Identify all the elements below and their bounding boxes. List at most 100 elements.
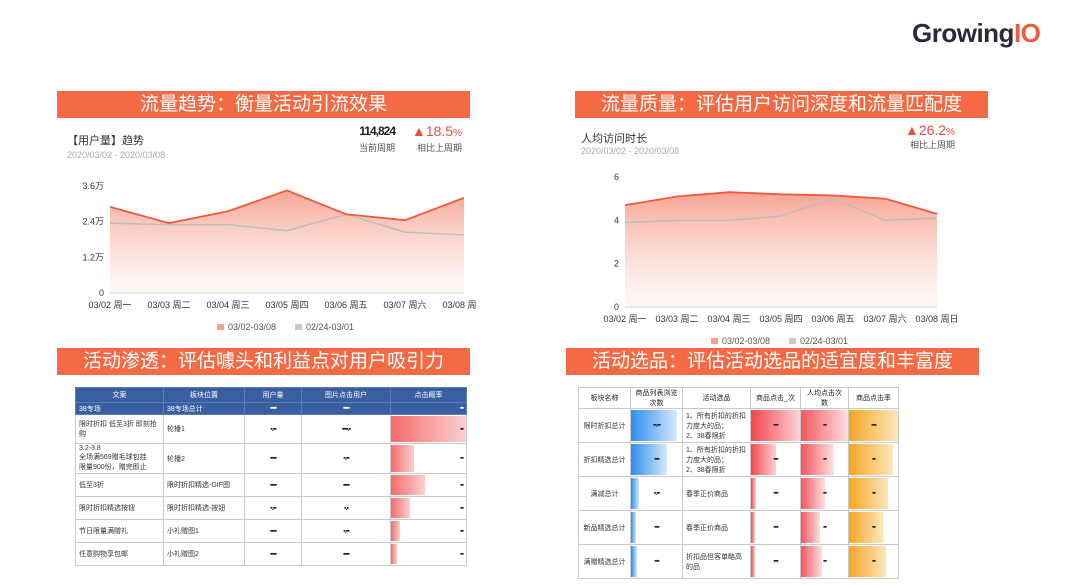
metric-bar bbox=[801, 478, 825, 509]
cell-text: ▪▪ bbox=[460, 455, 464, 462]
click-rate-bar bbox=[391, 521, 400, 541]
cell-selection: 折扣品但客单略高的品 bbox=[682, 544, 751, 579]
x-tick-label: 03/07 周六 bbox=[863, 313, 906, 324]
legend-current-swatch bbox=[217, 324, 224, 330]
cell-text: 轮播2 bbox=[167, 455, 185, 463]
cell-text: 新品精选总计 bbox=[583, 524, 626, 532]
table-row: 3.2-3.8 全场满569赠毛球包挂 限量900份，赠完即止 轮播2 ▪▪▪▪ ▪.… bbox=[75, 443, 467, 474]
metric-bar bbox=[801, 444, 834, 475]
cell-text: 春季正价商品 bbox=[686, 524, 728, 532]
cell-list-views: ▪▪▪ bbox=[630, 510, 683, 545]
th-avg-clicks: 人均点击次数 bbox=[800, 387, 849, 409]
cell-click-rate: ▪▪ bbox=[848, 544, 899, 579]
cell-product-clicks: ▪▪▪ bbox=[750, 510, 801, 545]
penetration-table: 文案 板块位置 用户量 图片点击用户 点击概率 38专场 38专场总计 ▪▪▪▪ ▪▪… bbox=[75, 387, 467, 566]
x-tick-label: 03/08 周日 bbox=[915, 314, 958, 324]
panel1-change-unit: % bbox=[453, 128, 462, 139]
cell-product-clicks: ▪▪▪ bbox=[750, 442, 801, 477]
x-tick-label: 03/03 周二 bbox=[655, 314, 698, 324]
panel1-change: ▲18.5% bbox=[400, 123, 462, 139]
panel2-compare-label: 相比上周期 bbox=[909, 140, 955, 150]
cell-avg-clicks: ▪▪ bbox=[800, 442, 849, 477]
y-tick-label: 2.4万 bbox=[82, 217, 104, 227]
user-trend-chart: 0 1.2万 2.4万 3.6万 03/02 周一 03/03 周二 03/04 周三 03/… bbox=[82, 181, 477, 332]
cell-avg-clicks: ▪▪ bbox=[800, 544, 849, 579]
legend-previous-label: 02/24-03/01 bbox=[306, 322, 354, 332]
cell-position: 小礼赠图2 bbox=[163, 542, 245, 566]
logo-accent: IO bbox=[1013, 18, 1041, 48]
cell-text: ▪▪ bbox=[460, 425, 464, 433]
cell-text: ▪▪▪ bbox=[773, 490, 779, 497]
metric-bar bbox=[751, 410, 800, 441]
cell-click-rate: ▪▪▪ bbox=[848, 408, 899, 443]
cell-position: 限时折扣精选-按钮 bbox=[163, 496, 245, 520]
panel1-title: 【用户量】趋势 bbox=[67, 135, 144, 147]
cell-selection: 1、所有折扣的折扣力度大的品； 2、38春限折 bbox=[682, 408, 751, 443]
y-tick-label: 0 bbox=[99, 288, 104, 298]
metric-bar bbox=[849, 410, 898, 441]
cell-avg-clicks: ▪▪ bbox=[800, 408, 849, 443]
y-tick-label: 4 bbox=[614, 215, 619, 225]
cell-text: 38专场 bbox=[79, 405, 101, 413]
panel1-current-label: 当前周期 bbox=[358, 143, 395, 153]
cell-text: ▪▪▪ bbox=[871, 422, 877, 429]
cell-list-views: ▪▪▪ bbox=[630, 442, 683, 477]
cell-text: ▪▪▪▪ bbox=[270, 455, 277, 462]
metric-bar bbox=[751, 444, 776, 475]
click-rate-bar bbox=[391, 416, 466, 442]
cell-text: 任意购物享包邮 bbox=[79, 551, 128, 558]
cell-text: 满赠精选总计 bbox=[583, 558, 626, 566]
cell-text: 限时折扣精选-GIF图 bbox=[167, 482, 230, 489]
cell-list-views: ▪▪.▪▪ bbox=[630, 408, 683, 443]
cell-text: ▪▪ bbox=[823, 422, 827, 429]
x-tick-label: 03/02 周一 bbox=[603, 314, 646, 324]
table-row: 低至3折 限时折扣精选-GIF图 ▪▪▪▪ ▪▪▪▪ ▪▪ bbox=[75, 473, 467, 497]
cell-block-name: 新品精选总计 bbox=[578, 510, 631, 545]
series-current-line bbox=[109, 189, 465, 225]
metric-bar bbox=[849, 478, 889, 509]
th-product-clicks: 商品点击_次 bbox=[750, 387, 801, 409]
cell-click-rate: ▪▪ bbox=[390, 473, 467, 497]
cell-text: ▪▪ bbox=[460, 481, 464, 489]
cell-text: ▪▪▪▪ bbox=[343, 481, 350, 489]
table-row: 限时折扣 低至3折 即刻抢购 轮播1 ▪.▪▪ ▪▪▪▪.▪ ▪▪ bbox=[75, 414, 467, 444]
table-row: 折扣精选总计 ▪▪▪ 1、所有折扣的折扣力度大的品； 2、38春限折 ▪▪▪ ▪▪ ▪▪ bbox=[578, 442, 899, 477]
th-image-click-users: 图片点击用户 bbox=[301, 387, 391, 403]
cell-text: 折扣品但客单略高的品 bbox=[686, 553, 742, 571]
legend-previous-label: 02/24-03/01 bbox=[800, 336, 848, 346]
x-tick-label: 03/06 周五 bbox=[811, 314, 854, 324]
cell-text: ▪▪ bbox=[460, 550, 464, 558]
cell-text: 限时折扣总计 bbox=[583, 422, 626, 430]
legend-previous-swatch bbox=[295, 324, 302, 330]
cell-text: 3.2-3.8 全场满569赠毛球包挂 限量900份，赠完即止 bbox=[79, 445, 147, 471]
cell-text: 限时折扣精选-按钮 bbox=[167, 505, 226, 512]
table-row: 任意购物享包邮 小礼赠图2 ▪▪▪▪ ▪▪▪▪ ▪▪ bbox=[75, 542, 467, 566]
cell-list-views: ▪▪▪ bbox=[630, 544, 683, 579]
cell-copy: 限时折扣 低至3折 即刻抢购 bbox=[75, 414, 164, 444]
metric-bar bbox=[751, 478, 756, 509]
penetration-table-wrap: 文案 板块位置 用户量 图片点击用户 点击概率 38专场 38专场总计 ▪▪▪▪ ▪▪… bbox=[75, 387, 467, 566]
metric-bar bbox=[801, 410, 848, 441]
x-tick-label: 03/02 周一 bbox=[88, 300, 131, 310]
table-row: 满减总计 ▪.▪▪ 春季正价商品 ▪▪▪ ▪▪ ▪▪ bbox=[578, 476, 899, 511]
series-current-area bbox=[110, 190, 464, 293]
selection-table: 板块名称 商品列表浏览次数 活动选品 商品点击_次 人均点击次数 商品点击率 限… bbox=[578, 387, 899, 579]
cell-text: ▪.▪▪ bbox=[343, 455, 349, 462]
panel1-current-value: 114,824 bbox=[359, 124, 396, 138]
cell-text: ▪▪▪▪ bbox=[270, 405, 277, 412]
cell-text: ▪▪▪ bbox=[773, 456, 779, 463]
x-tick-label: 03/05 周四 bbox=[265, 300, 308, 310]
cell-text: ▪▪ bbox=[872, 524, 876, 531]
click-rate-bar bbox=[391, 475, 425, 495]
th-selection: 活动选品 bbox=[682, 387, 751, 409]
cell-image-click-users: ▪▪▪▪ bbox=[301, 542, 391, 566]
x-tick-label: 03/08 周日 bbox=[442, 300, 477, 310]
panel2-date: 2020/03/02 - 2020/03/08 bbox=[581, 146, 680, 156]
cell-click-rate: ▪▪ bbox=[848, 476, 899, 511]
x-tick-label: 03/03 周二 bbox=[147, 300, 190, 310]
series-current-area bbox=[625, 192, 937, 307]
legend-current-label: 03/02-03/08 bbox=[722, 336, 770, 346]
click-rate-bar bbox=[391, 498, 410, 518]
cell-position: 小礼赠图1 bbox=[163, 519, 245, 543]
cell-product-clicks: ▪▪▪ bbox=[750, 544, 801, 579]
